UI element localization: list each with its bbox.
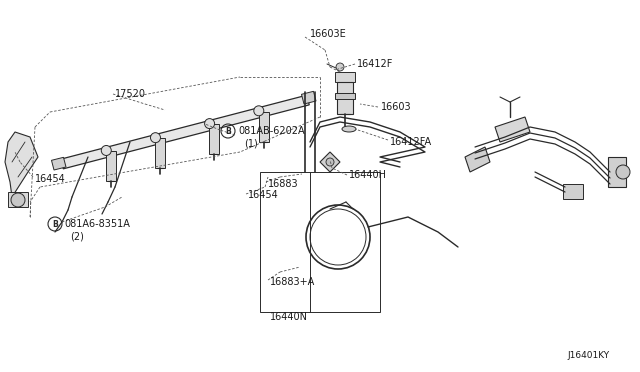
Circle shape <box>326 158 334 166</box>
Polygon shape <box>495 117 530 142</box>
Polygon shape <box>61 95 309 169</box>
Text: 16412F: 16412F <box>357 59 394 69</box>
Text: (2): (2) <box>70 231 84 241</box>
Text: 16603: 16603 <box>381 102 412 112</box>
Polygon shape <box>465 147 490 172</box>
Bar <box>608 157 626 187</box>
Text: 16883: 16883 <box>268 179 299 189</box>
Bar <box>563 184 583 199</box>
Circle shape <box>336 63 344 71</box>
Polygon shape <box>106 151 116 181</box>
Text: 16440N: 16440N <box>270 312 308 322</box>
Bar <box>335 93 355 99</box>
Circle shape <box>150 133 161 143</box>
Text: B: B <box>52 219 58 228</box>
Polygon shape <box>259 112 269 141</box>
Text: 16454: 16454 <box>35 174 66 184</box>
Circle shape <box>254 106 264 116</box>
Polygon shape <box>156 138 165 169</box>
Polygon shape <box>8 192 28 207</box>
Polygon shape <box>320 152 340 172</box>
Circle shape <box>616 165 630 179</box>
Text: 16603E: 16603E <box>310 29 347 39</box>
Text: 16454: 16454 <box>248 190 279 200</box>
Polygon shape <box>337 82 353 114</box>
Polygon shape <box>209 124 220 154</box>
Circle shape <box>205 119 214 129</box>
Ellipse shape <box>342 126 356 132</box>
Text: J16401KY: J16401KY <box>568 351 610 360</box>
Text: 16412FA: 16412FA <box>390 137 432 147</box>
Polygon shape <box>335 72 355 82</box>
Text: 081A6-8351A: 081A6-8351A <box>64 219 130 229</box>
Text: (1): (1) <box>244 138 258 148</box>
Text: 16440H: 16440H <box>349 170 387 180</box>
Circle shape <box>11 193 25 207</box>
Text: 16883+A: 16883+A <box>270 277 316 287</box>
Polygon shape <box>51 157 66 170</box>
Text: 081AB-6202A: 081AB-6202A <box>238 126 305 136</box>
Circle shape <box>101 145 111 155</box>
Bar <box>260 172 380 312</box>
Text: 17520: 17520 <box>115 89 146 99</box>
Polygon shape <box>301 91 316 104</box>
Text: B: B <box>225 126 231 135</box>
Polygon shape <box>5 132 38 197</box>
